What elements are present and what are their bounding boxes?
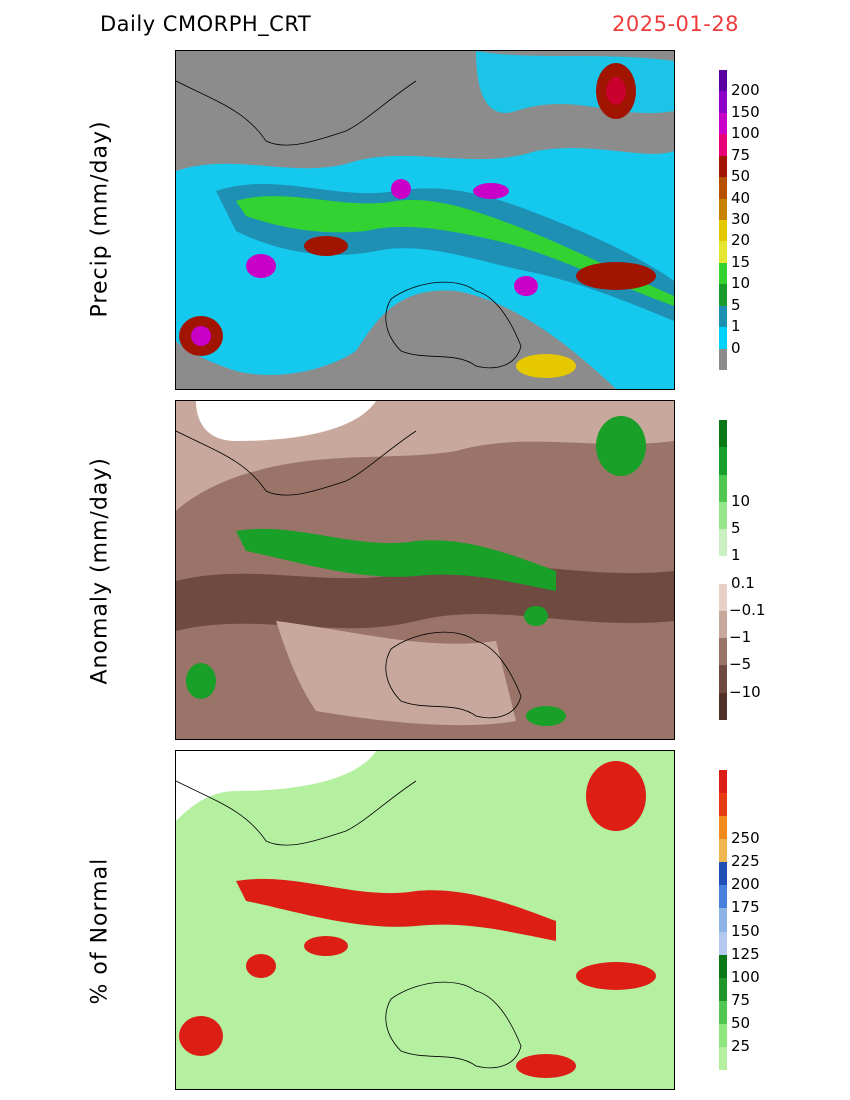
colorbar-tick-label: 150 (731, 921, 760, 940)
colorbar-swatch (719, 885, 727, 909)
colorbar-swatch (719, 692, 727, 720)
colorbar-swatch (719, 262, 727, 285)
colorbar-swatch (719, 583, 727, 611)
colorbar-tick-label: 0.1 (731, 573, 755, 592)
colorbar-tick-label: 75 (731, 145, 751, 164)
percent-map (175, 750, 675, 1090)
colorbar-tick-label: 225 (731, 852, 760, 871)
colorbar-swatch (719, 91, 727, 113)
colorbar-swatch (719, 155, 727, 178)
colorbar-swatch (719, 931, 727, 955)
colorbar-swatch (719, 305, 727, 328)
colorbar-swatch (719, 954, 727, 978)
colorbar-swatch (719, 770, 727, 794)
colorbar-swatch (719, 556, 727, 584)
colorbar-tick-label: 10 (731, 491, 751, 510)
colorbar-tick-label: 40 (731, 188, 751, 207)
precip-map (175, 50, 675, 390)
colorbar-swatch (719, 1023, 727, 1047)
colorbar-tick-label: 0 (731, 338, 741, 357)
colorbar-swatch (719, 793, 727, 817)
colorbar-tick-label: 5 (731, 519, 741, 538)
colorbar-tick-label: 10 (731, 274, 751, 293)
colorbar-tick-label: 200 (731, 81, 760, 100)
colorbar-swatch (719, 177, 727, 199)
colorbar-swatch (719, 638, 727, 666)
colorbar-swatch (719, 665, 727, 693)
colorbar-swatch (719, 816, 727, 840)
colorbar-swatch (719, 908, 727, 932)
colorbar-tick-label: 50 (731, 1013, 751, 1032)
colorbar-swatch (719, 327, 727, 349)
colorbar-tick-label: −5 (729, 655, 752, 674)
colorbar-tick-label: 5 (731, 295, 741, 314)
colorbar-swatch (719, 348, 727, 370)
anomaly-axis-label: Anomaly (mm/day) (87, 457, 113, 685)
colorbar-swatch (719, 1000, 727, 1024)
colorbar-tick-label: 125 (731, 944, 760, 963)
colorbar-tick-label: 100 (731, 124, 760, 143)
colorbar-swatch (719, 220, 727, 242)
colorbar-tick-label: 150 (731, 102, 760, 121)
colorbar-swatch (719, 977, 727, 1001)
colorbar-swatch (719, 1046, 727, 1070)
colorbar-swatch (719, 70, 727, 92)
colorbar-swatch (719, 112, 727, 135)
colorbar-swatch (719, 241, 727, 263)
colorbar-tick-label: −1 (729, 628, 752, 647)
colorbar-tick-label: 15 (731, 252, 751, 271)
colorbar-swatch (719, 447, 727, 475)
colorbar-swatch (719, 198, 727, 220)
colorbar-swatch (719, 501, 727, 530)
colorbar-swatch (719, 610, 727, 639)
colorbar-tick-label: 1 (731, 546, 741, 565)
colorbar-tick-label: −0.1 (729, 600, 766, 619)
precip-colorbar: 0 1 5 10 15 20 30 40 50 75 100 150 200 (719, 70, 760, 370)
colorbar-tick-label: 30 (731, 210, 751, 228)
colorbar-tick-label: 75 (731, 990, 751, 1009)
colorbar-tick-label: 250 (731, 829, 760, 848)
colorbar-tick-label: 20 (731, 231, 751, 250)
colorbar-tick-label: 200 (731, 875, 760, 894)
product-title: Daily CMORPH_CRT (100, 12, 312, 36)
colorbar-swatch (719, 839, 727, 863)
colorbar-tick-label: 175 (731, 898, 760, 917)
colorbar-tick-label: 25 (731, 1036, 751, 1055)
colorbar-swatch (719, 284, 727, 306)
percent-colorbar: 25 50 75 100 125 150 175 200 225 250 (719, 770, 760, 1070)
date-label: 2025-01-28 (612, 12, 740, 36)
colorbar-swatch (719, 474, 727, 502)
percent-axis-label: % of Normal (87, 857, 113, 1005)
precip-axis-label: Precip (mm/day) (87, 120, 113, 318)
colorbar-tick-label: 1 (731, 317, 741, 336)
colorbar-tick-label: 50 (731, 167, 751, 186)
colorbar-swatch (719, 529, 727, 557)
colorbar-tick-label: −10 (729, 682, 761, 701)
colorbar-swatch (719, 420, 727, 448)
anomaly-map (175, 400, 675, 740)
colorbar-swatch (719, 862, 727, 886)
anomaly-colorbar: −10 −5 −1 −0.1 0.1 1 5 10 (719, 420, 765, 720)
colorbar-swatch (719, 134, 727, 156)
colorbar-tick-label: 100 (731, 967, 760, 986)
